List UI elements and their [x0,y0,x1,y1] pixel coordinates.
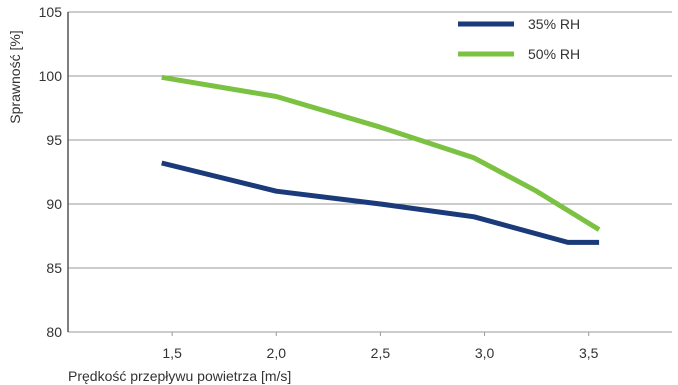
x-tick-label: 2,5 [371,345,391,361]
y-tick-label: 80 [46,324,62,340]
x-tick-label: 3,0 [475,345,495,361]
legend-label-2: 50% RH [528,46,580,62]
y-axis-title: Sprawność [%] [7,30,23,123]
y-tick-label: 90 [46,196,62,212]
y-tick-label: 105 [39,4,63,20]
x-axis-title: Prędkość przepływu powietrza [m/s] [68,368,291,384]
x-tick-label: 2,0 [267,345,287,361]
legend-label-1: 35% RH [528,16,580,32]
x-tick-label: 1,5 [162,345,182,361]
plot-area [68,12,672,332]
y-tick-label: 85 [46,260,62,276]
y-tick-label: 100 [39,68,63,84]
y-tick-label: 95 [46,132,62,148]
x-tick-label: 3,5 [579,345,599,361]
